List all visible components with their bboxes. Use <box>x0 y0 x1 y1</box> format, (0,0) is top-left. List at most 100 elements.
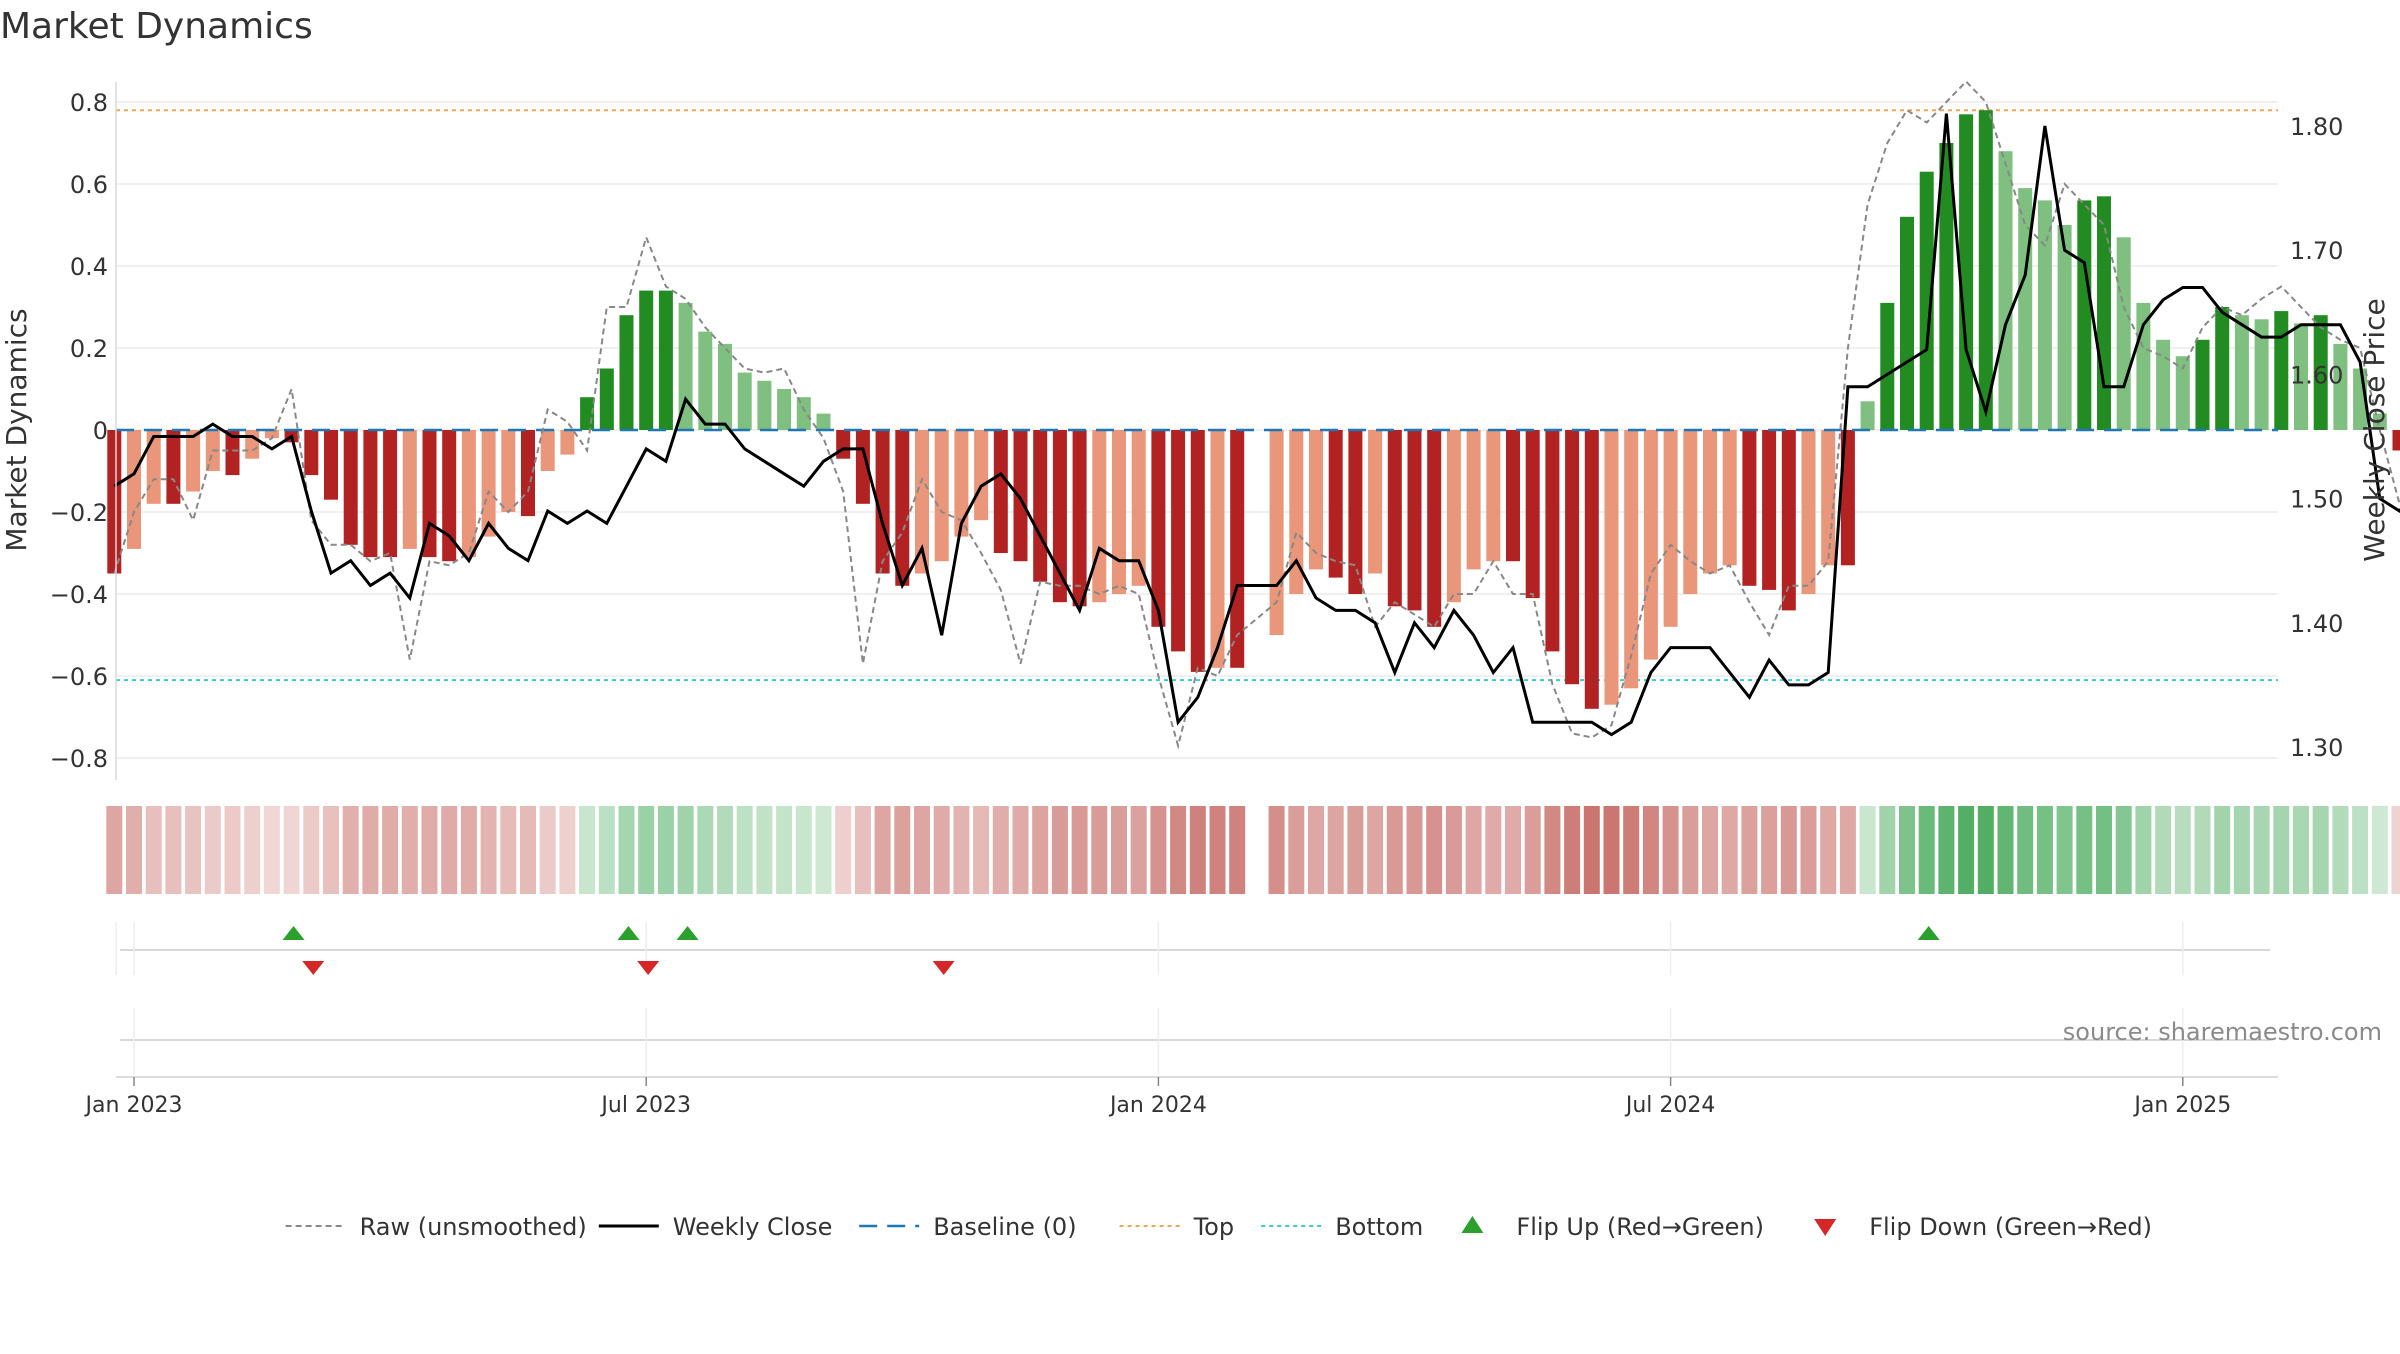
strip-cell <box>2392 806 2400 894</box>
close-series <box>114 114 2400 735</box>
dynamics-bar <box>1270 430 1284 635</box>
strip-cell <box>1722 806 1738 894</box>
flip-up-icon <box>1461 1216 1483 1233</box>
dynamics-bar <box>797 397 811 430</box>
close-line <box>114 114 2400 735</box>
intensity-strip <box>106 806 2400 894</box>
strip-cell <box>579 806 595 894</box>
dynamics-bar <box>1506 430 1520 561</box>
dynamics-bar <box>1742 430 1756 586</box>
dynamics-bar <box>1861 401 1875 430</box>
dynamics-bar <box>403 430 417 549</box>
dynamics-bar <box>147 430 161 504</box>
strip-cell <box>441 806 457 894</box>
dynamics-bar <box>718 344 732 430</box>
dynamics-bar <box>2393 430 2400 451</box>
strip-cell <box>1091 806 1107 894</box>
strip-cell <box>756 806 772 894</box>
dynamics-bar <box>344 430 358 545</box>
strip-cell <box>1288 806 1304 894</box>
strip-cell <box>2195 806 2211 894</box>
dynamics-bar <box>895 430 909 586</box>
strip-cell <box>1584 806 1600 894</box>
flip-down-icon <box>1814 1219 1836 1236</box>
dynamics-bar <box>2058 225 2072 430</box>
empty-panel <box>120 1008 2400 1075</box>
strip-cell <box>1879 806 1895 894</box>
legend-label: Flip Up (Red→Green) <box>1516 1213 1764 1241</box>
strip-cell <box>816 806 832 894</box>
strip-cell <box>619 806 635 894</box>
dynamics-bar <box>1802 430 1816 594</box>
dynamics-bar <box>1959 114 1973 430</box>
legend-item-flip-down: Flip Down (Green→Red) <box>1814 1213 2152 1241</box>
dynamics-bar <box>935 430 949 561</box>
strip-cell <box>1702 806 1718 894</box>
flip-up-marker <box>283 926 305 940</box>
strip-cell <box>1623 806 1639 894</box>
dynamics-bar <box>1565 430 1579 684</box>
strip-cell <box>2175 806 2191 894</box>
strip-cell <box>894 806 910 894</box>
strip-cell <box>185 806 201 894</box>
dynamics-bar <box>1644 430 1658 660</box>
strip-cell <box>2332 806 2348 894</box>
strip-cell <box>1328 806 1344 894</box>
dynamics-bar <box>817 414 831 430</box>
dynamics-bar <box>2117 237 2131 430</box>
dynamics-bar <box>2097 196 2111 430</box>
y-tick-label-left: 0.2 <box>70 335 108 363</box>
strip-cell <box>362 806 378 894</box>
strip-cell <box>1170 806 1186 894</box>
dynamics-bar <box>186 430 200 492</box>
dynamics-bar <box>1999 151 2013 430</box>
strip-cell <box>1269 806 1285 894</box>
y-tick-label-right: 1.80 <box>2290 113 2343 141</box>
raw-line <box>114 82 2400 746</box>
dynamics-bar <box>620 315 634 430</box>
strip-cell <box>2057 806 2073 894</box>
dynamics-bar <box>1880 303 1894 430</box>
strip-cell <box>1308 806 1324 894</box>
dynamics-bar <box>245 430 259 459</box>
strip-cell <box>323 806 339 894</box>
strip-cell <box>2254 806 2270 894</box>
strip-cell <box>106 806 122 894</box>
dynamics-bar <box>1112 430 1126 594</box>
strip-cell <box>599 806 615 894</box>
strip-cell <box>559 806 575 894</box>
strip-cell <box>1013 806 1029 894</box>
strip-cell <box>1072 806 1088 894</box>
dynamics-bar <box>2215 307 2229 430</box>
dynamics-bar <box>1033 430 1047 582</box>
strip-cell <box>2372 806 2388 894</box>
legend-item-bottom: Bottom <box>1261 1213 1423 1241</box>
strip-cell <box>2313 806 2329 894</box>
strip-cell <box>422 806 438 894</box>
y-tick-label-right: 1.40 <box>2290 610 2343 638</box>
strip-cell <box>934 806 950 894</box>
flip-down-marker <box>933 961 955 975</box>
legend-item-raw: Raw (unsmoothed) <box>286 1213 587 1241</box>
dynamics-bar <box>166 430 180 504</box>
strip-cell <box>2273 806 2289 894</box>
dynamics-bar <box>363 430 377 557</box>
dynamics-bar <box>1073 430 1087 606</box>
y-tick-label-left: 0 <box>93 417 108 445</box>
x-tick-label: Jan 2025 <box>2132 1093 2231 1118</box>
strip-cell <box>1210 806 1226 894</box>
dynamics-bar <box>1683 430 1697 594</box>
strip-cell <box>205 806 221 894</box>
y-axis-label-right: Weekly Close Price <box>2358 298 2391 561</box>
strip-cell <box>225 806 241 894</box>
y-tick-label-left: −0.2 <box>50 499 108 527</box>
strip-cell <box>1958 806 1974 894</box>
dynamics-bar <box>1329 430 1343 578</box>
dynamics-bar <box>1545 430 1559 651</box>
legend-label: Top <box>1193 1213 1235 1241</box>
strip-cell <box>855 806 871 894</box>
flip-markers-panel <box>116 922 2400 975</box>
strip-cell <box>1860 806 1876 894</box>
